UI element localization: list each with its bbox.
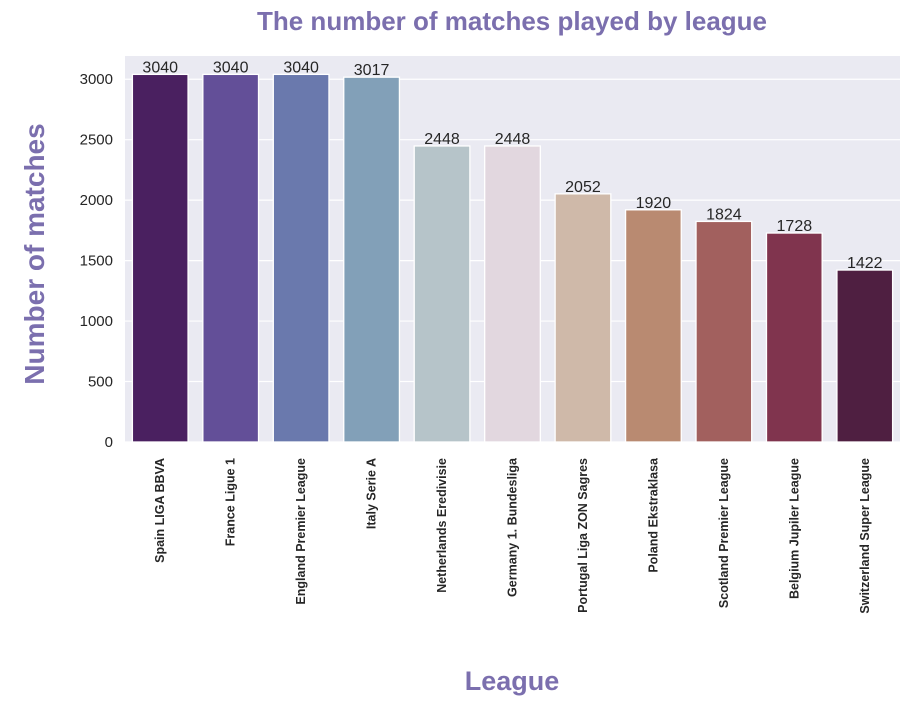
x-tick-label: Poland Ekstraklasa (646, 457, 660, 573)
bar-11 (836, 269, 894, 443)
data-label: 3040 (142, 59, 178, 76)
x-tick-label: Spain LIGA BBVA (153, 458, 167, 563)
bar-4 (343, 76, 401, 443)
x-axis-ticks: Spain LIGA BBVA France Ligue 1 England Pre… (153, 457, 872, 614)
data-label: 3040 (213, 59, 249, 76)
y-axis-ticks: 0 500 1000 1500 2000 2500 3000 (80, 71, 113, 451)
bars (131, 73, 894, 443)
x-tick-label: Germany 1. Bundesliga (506, 457, 520, 597)
y-tick-label: 3000 (80, 71, 113, 88)
x-tick-label: Belgium Jupiler League (787, 458, 801, 599)
bar-2 (202, 73, 260, 443)
data-label: 3040 (283, 59, 319, 76)
bar-1 (131, 73, 189, 443)
y-tick-label: 2500 (80, 132, 113, 149)
x-axis-label: League (465, 666, 560, 696)
data-label: 3017 (354, 62, 390, 79)
bar-6 (484, 145, 541, 443)
y-axis-label: Number of matches (19, 123, 50, 384)
data-label: 1728 (777, 218, 813, 235)
x-tick-label: Switzerland Super League (858, 458, 872, 614)
bar-10 (765, 232, 823, 443)
y-tick-label: 0 (105, 434, 113, 451)
y-tick-label: 500 (88, 374, 113, 391)
data-label: 2448 (424, 131, 460, 148)
data-labels: 3040 3040 3040 3017 2448 2448 2052 1920 1824 1728… (142, 59, 882, 272)
y-tick-label: 1000 (80, 313, 113, 330)
data-label: 1824 (706, 206, 742, 223)
bar-7 (554, 193, 612, 443)
data-label: 2052 (565, 179, 601, 196)
bar-5 (413, 145, 471, 443)
data-label: 1422 (847, 255, 883, 272)
data-label: 2448 (495, 131, 531, 148)
x-tick-label: Netherlands Eredivisie (435, 458, 449, 593)
y-tick-label: 2000 (80, 192, 113, 209)
chart-title: The number of matches played by league (257, 6, 767, 36)
x-tick-label: France Ligue 1 (224, 458, 238, 546)
y-tick-label: 1500 (80, 253, 113, 270)
bar-3 (272, 73, 330, 443)
x-tick-label: Scotland Premier League (717, 458, 731, 608)
x-tick-label: Italy Serie A (365, 458, 379, 529)
bar-8 (624, 209, 682, 443)
x-tick-label: Portugal Liga ZON Sagres (576, 458, 590, 613)
bar-9 (695, 220, 753, 443)
x-tick-label: England Premier League (294, 458, 308, 605)
data-label: 1920 (636, 195, 672, 212)
